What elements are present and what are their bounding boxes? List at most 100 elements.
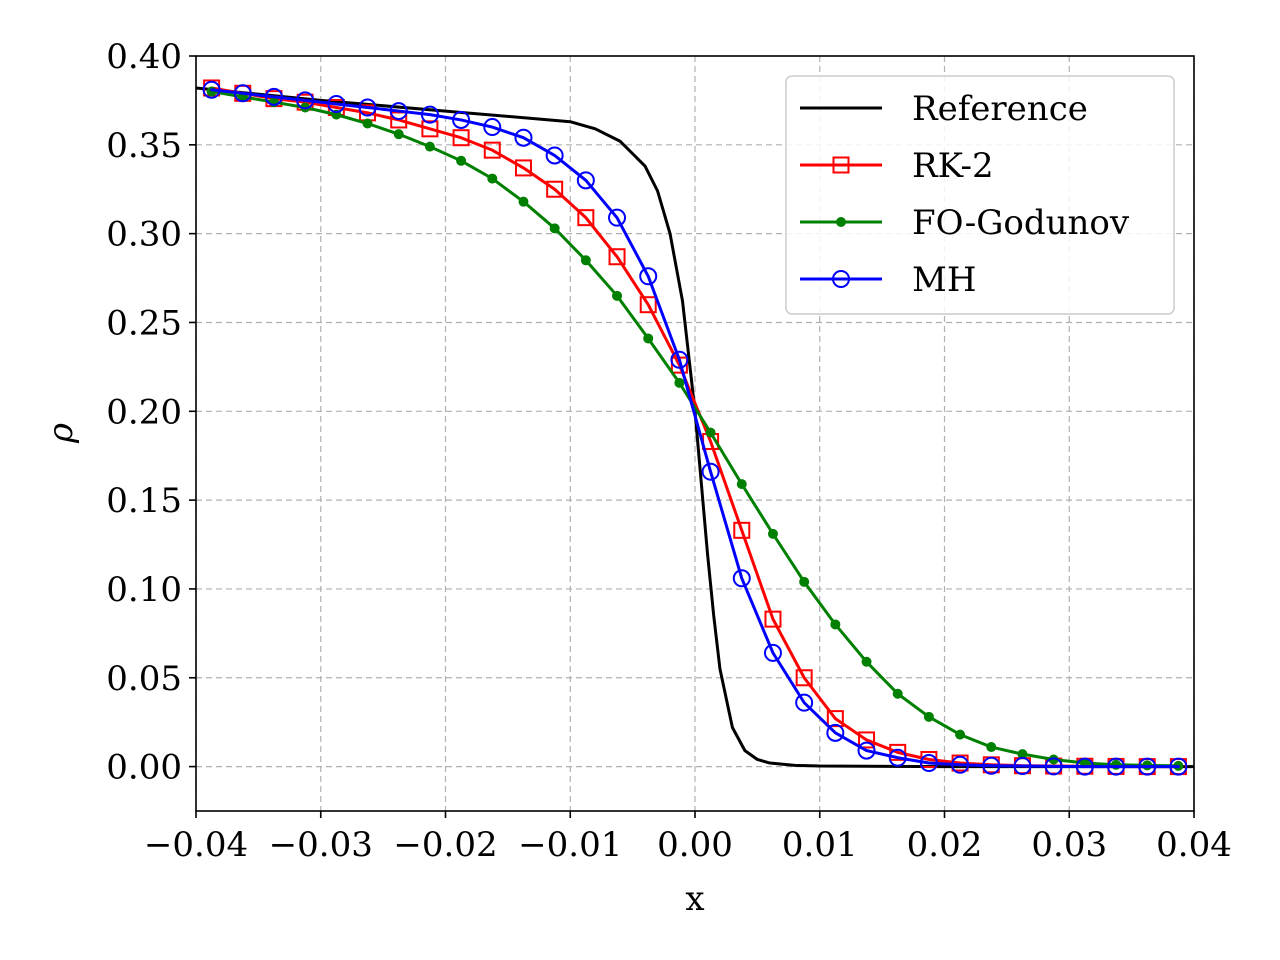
data-point-rk-2: [764, 610, 782, 628]
data-point-mh: [1107, 757, 1126, 776]
data-point-rk-2: [889, 743, 907, 761]
data-point-rk-2: [826, 710, 844, 728]
data-point-fo-godunov: [892, 688, 903, 699]
plot-area: [196, 79, 1194, 776]
data-point-fo-godunov: [830, 619, 841, 630]
data-point-mh: [264, 87, 283, 106]
data-point-mh: [358, 98, 377, 117]
data-point-mh: [1013, 757, 1032, 776]
data-point-mh: [1075, 757, 1094, 776]
data-point-mh: [919, 754, 938, 773]
data-point-mh: [639, 267, 658, 286]
x-tick-label: 0.02: [907, 825, 983, 865]
data-point-mh: [202, 80, 221, 99]
legend-item-reference: Reference: [800, 89, 1088, 129]
series-line-fo-godunov: [210, 90, 1180, 768]
y-tick-label: 0.25: [106, 303, 182, 343]
data-point-rk-2: [421, 120, 439, 138]
y-tick-label: 0.05: [106, 659, 182, 699]
data-point-mh: [1169, 757, 1188, 776]
data-point-fo-godunov: [612, 290, 623, 301]
legend-item-rk-2: RK-2: [800, 146, 994, 186]
y-tick-label: 0.10: [106, 570, 182, 610]
data-point-fo-godunov: [986, 742, 997, 753]
data-point-mh: [233, 84, 252, 103]
legend-label: Reference: [912, 89, 1088, 129]
data-point-mh: [483, 118, 502, 137]
data-point-mh: [670, 350, 689, 369]
y-tick-label: 0.35: [106, 126, 182, 166]
legend-marker: [832, 270, 850, 288]
data-point-fo-godunov: [674, 377, 685, 388]
data-point-mh: [420, 105, 439, 124]
y-axis-ticks: 0.00 0.05 0.10 0.15 0.20 0.25 0.30 0.35 0.40: [106, 37, 196, 788]
data-point-fo-godunov: [424, 141, 435, 152]
data-point-rk-2: [795, 669, 813, 687]
series-line-reference: [196, 86, 1194, 769]
data-point-fo-godunov: [923, 711, 934, 722]
data-point-rk-2: [483, 141, 501, 159]
data-point-rk-2: [514, 159, 532, 177]
data-point-fo-godunov: [487, 173, 498, 184]
series-reference: [196, 86, 1194, 769]
data-point-rk-2: [452, 129, 470, 147]
data-point-rk-2: [639, 296, 657, 314]
series-line-mh: [210, 88, 1180, 769]
data-point-mh: [732, 569, 751, 588]
y-tick-label: 0.30: [106, 215, 182, 255]
data-point-mh: [1138, 757, 1157, 776]
legend-item-fo-godunov: FO-Godunov: [800, 203, 1130, 243]
series-mh: [202, 80, 1188, 776]
data-point-rk-2: [608, 248, 626, 266]
y-tick-label: 0.20: [106, 392, 182, 432]
data-point-mh: [514, 128, 533, 147]
x-tick-label: 0.01: [782, 825, 858, 865]
data-point-fo-godunov: [705, 427, 716, 438]
data-point-mh: [763, 643, 782, 662]
data-point-mh: [951, 755, 970, 774]
legend-marker: [832, 156, 850, 174]
data-point-fo-godunov: [456, 155, 467, 166]
data-point-mh: [452, 110, 471, 129]
y-axis-label: ρ: [41, 423, 81, 444]
data-point-mh: [296, 91, 315, 110]
x-tick-label: −0.02: [393, 825, 497, 865]
x-tick-label: 0.00: [657, 825, 733, 865]
data-point-mh: [795, 693, 814, 712]
x-tick-label: −0.03: [269, 825, 373, 865]
data-point-fo-godunov: [518, 196, 529, 207]
data-point-fo-godunov: [861, 656, 872, 667]
data-point-mh: [857, 741, 876, 760]
data-point-mh: [1044, 757, 1063, 776]
data-point-mh: [701, 462, 720, 481]
data-point-fo-godunov: [955, 729, 966, 740]
data-point-fo-godunov: [580, 255, 591, 266]
data-point-fo-godunov: [643, 333, 654, 344]
legend-label: RK-2: [912, 146, 994, 186]
data-point-fo-godunov: [767, 528, 778, 539]
legend-item-mh: MH: [800, 260, 976, 300]
data-point-mh: [576, 171, 595, 190]
legend-label: FO-Godunov: [912, 203, 1130, 243]
data-point-rk-2: [858, 731, 876, 749]
x-axis-label: x: [685, 879, 704, 919]
data-point-mh: [608, 208, 627, 227]
legend-label: MH: [912, 260, 976, 300]
data-point-rk-2: [546, 180, 564, 198]
y-tick-label: 0.00: [106, 748, 182, 788]
data-point-fo-godunov: [549, 223, 560, 234]
data-point-mh: [982, 756, 1001, 775]
x-tick-label: −0.01: [518, 825, 622, 865]
data-point-fo-godunov: [799, 576, 810, 587]
x-tick-label: 0.04: [1156, 825, 1232, 865]
data-point-fo-godunov: [393, 129, 404, 140]
x-tick-label: −0.04: [144, 825, 248, 865]
data-point-mh: [327, 94, 346, 113]
legend-box: [785, 75, 1175, 315]
y-tick-label: 0.15: [106, 481, 182, 521]
data-point-mh: [888, 748, 907, 767]
data-point-rk-2: [733, 521, 751, 539]
data-point-fo-godunov: [362, 118, 373, 129]
data-point-mh: [389, 102, 408, 121]
